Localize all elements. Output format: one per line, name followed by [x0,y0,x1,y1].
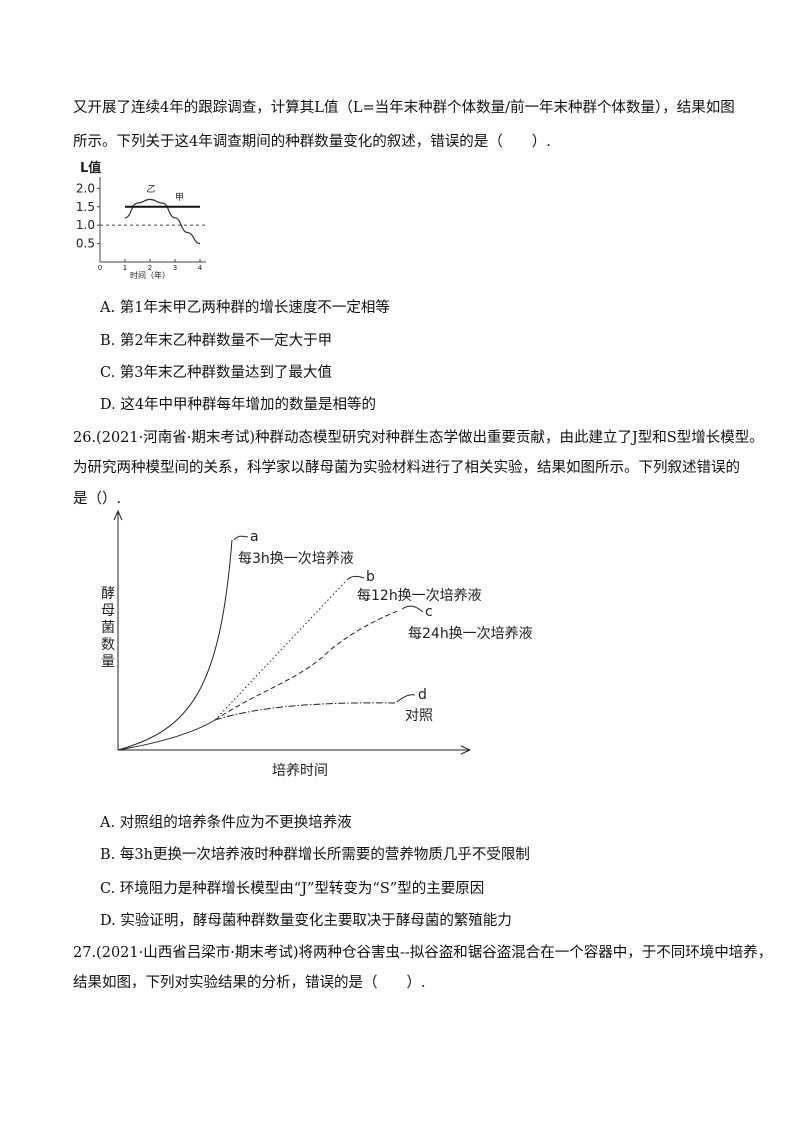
text-line: 是（）. [73,491,122,507]
option: A. 对照组的培养条件应为不更换培养液 [100,815,352,831]
series-label: 甲 [175,192,184,203]
series-label: 乙 [146,185,155,195]
x-tick-label: 1 [123,264,127,272]
arrow [460,745,472,755]
x-axis-label: 时间（年） [130,270,170,280]
text-line: 结果如图，下列对实验结果的分析，错误的是（ ）. [73,975,426,991]
pointer [396,694,416,703]
pointer [233,535,249,541]
curve [117,539,233,751]
x-tick-label: 4 [198,264,203,272]
curve-label: d [418,687,427,703]
curve-note: 对照 [405,708,433,724]
text-line: 所示。下列关于这4年调查期间的种群数量变化的叙述，错误的是（ ）. [73,134,551,150]
curve [214,581,346,721]
y-tick-label: 2.0 [76,181,95,195]
curve [214,702,396,721]
x-axis-label: 培养时间 [272,763,328,779]
option: B. 每3h更换一次培养液时种群增长所需要的营养物质几乎不受限制 [100,847,530,863]
x-tick-label: 2 [148,264,152,272]
curve-label: a [250,529,259,545]
y-tick-label: 0.5 [76,237,95,251]
option: A. 第1年末甲乙两种群的增长速度不一定相等 [100,300,390,316]
curve [214,609,401,721]
arrow [113,509,123,521]
char: 酵 [101,586,115,602]
option: B. 第2年末乙种群数量不一定大于甲 [100,333,333,349]
curve-note: 每3h换一次培养液 [238,550,354,567]
curve-note: 每24h换一次培养液 [408,625,533,642]
text-line: 为研究两种模型间的关系，科学家以酵母菌为实验材料进行了相关实验，结果如图所示。下… [73,460,740,476]
y-tick-label: 1.5 [76,200,95,214]
option: D. 实验证明，酵母菌种群数量变化主要取决于酵母菌的繁殖能力 [100,913,512,929]
char: 数 [101,637,115,653]
char: 母 [101,603,115,619]
text-line: 又开展了连续4年的跟踪调查，计算其L值（L=当年末种群个体数量/前一年末种群个体… [73,100,735,116]
y-axis-label: L值 [80,160,101,176]
y-tick-label: 1.0 [76,218,95,232]
char: 量 [101,654,115,670]
curve-label: c [425,604,433,620]
x-tick-label: 3 [173,264,177,272]
text-line: 26.(2021·河南省·期末考试)种群动态模型研究对种群生态学做出重要贡献，由… [73,430,764,446]
figure-2 [113,509,472,755]
option: C. 第3年末乙种群数量达到了最大值 [100,365,333,381]
pointer [346,575,365,581]
option: C. 环境阻力是种群增长模型由“J”型转变为“S”型的主要原因 [100,881,485,897]
char: 菌 [101,620,115,636]
pointer [401,605,424,613]
curve [117,719,216,751]
curve-label: b [366,569,375,585]
series-line [124,198,201,245]
x-tick-label: 0 [98,264,102,272]
option: D. 这4年中甲种群每年增加的数量是相等的 [100,397,377,413]
y-axis-label: 酵母菌数量 [101,586,115,670]
text-line: 27.(2021·山西省吕梁市·期末考试)将两种仓谷害虫--拟谷盗和锯谷盗混合在… [73,945,773,961]
figure-2-labels: a 每3h换一次培养液 b 每12h换一次培养液 c 每24h换一次培养液 d … [101,529,533,779]
curve-note: 每12h换一次培养液 [357,587,482,604]
